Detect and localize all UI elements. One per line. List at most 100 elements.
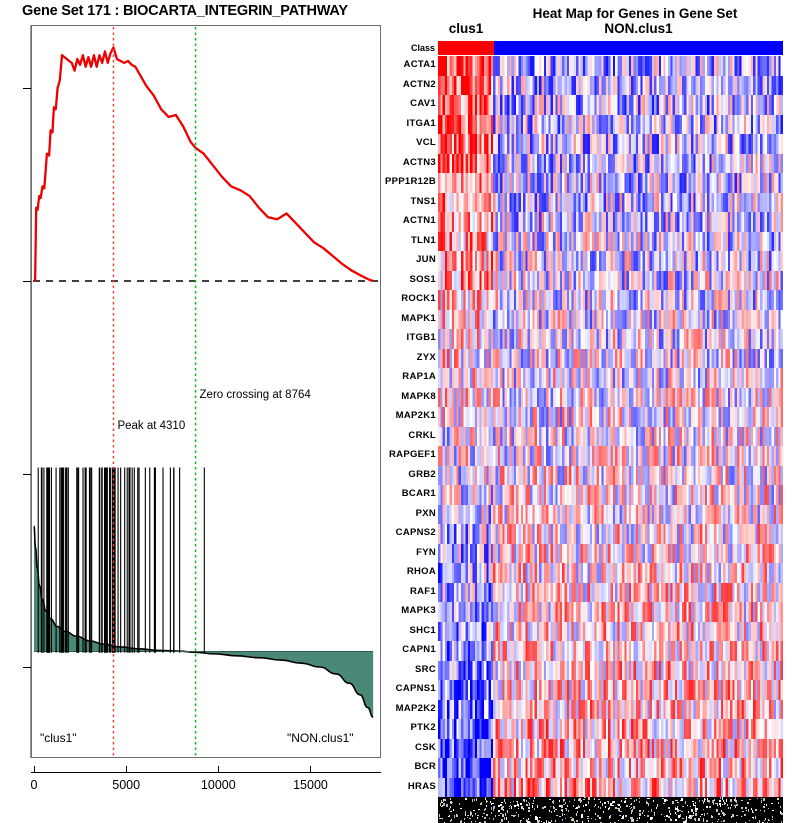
- heatmap-row-strip: [438, 621, 783, 641]
- x-axis-tick: [218, 766, 219, 773]
- x-axis-tick: [34, 766, 35, 773]
- heatmap-row-strip: [438, 270, 783, 290]
- heatmap-gene-row: SOS1: [409, 270, 783, 290]
- heatmap-gene-row: PPP1R12B: [385, 173, 783, 193]
- gene-name-label: PTK2: [410, 722, 436, 733]
- heatmap-gene-row: ACTN1: [403, 212, 783, 232]
- gene-name-label: PPP1R12B: [385, 176, 436, 187]
- gsea-enrichment-figure: Gene Set 171 : BIOCARTA_INTEGRIN_PATHWAY…: [0, 0, 783, 823]
- y-axis-tick: [23, 474, 31, 475]
- heatmap-row-strip: [438, 719, 783, 739]
- heatmap-gene-row: PXN: [416, 504, 783, 524]
- x-axis-tick: [310, 766, 311, 773]
- gene-name-label: TNS1: [410, 195, 436, 207]
- heatmap-row-strip: [438, 504, 783, 524]
- heatmap-gene-row: SHC1: [409, 621, 783, 641]
- gene-name-label: FYN: [416, 546, 436, 558]
- heatmap-row-strip: [438, 563, 783, 583]
- heatmap-row-strip: [438, 641, 783, 661]
- gene-name-label: CSK: [415, 741, 436, 753]
- x-axis-tick: [126, 766, 127, 773]
- heatmap-row-strip: [438, 153, 783, 173]
- gene-name-label: GRB2: [408, 468, 436, 480]
- gene-name-label: BCAR1: [401, 488, 436, 499]
- gene-name-label: ACTN1: [402, 215, 436, 226]
- heatmap-gene-row: RHOA: [407, 563, 783, 583]
- heatmap-gene-row: MAP2K2: [396, 699, 783, 719]
- gene-name-label: SRC: [415, 663, 436, 675]
- heatmap-row-strip: [438, 738, 783, 758]
- x-axis-tick-label: 0: [30, 778, 38, 792]
- class-label-non-clus1: NON.clus1: [604, 21, 673, 36]
- heatmap-gene-row: RAF1: [410, 582, 783, 602]
- heatmap-gene-row: CSK: [415, 738, 783, 758]
- annotation-zero-crossing: Zero crossing at 8764: [199, 389, 311, 401]
- page-title: Gene Set 171 : BIOCARTA_INTEGRIN_PATHWAY: [22, 3, 348, 19]
- heatmap-row-strip: [438, 231, 783, 251]
- heatmap-title: Heat Map for Genes in Gene Set: [532, 6, 738, 21]
- heatmap-gene-row: MAPK8: [401, 387, 783, 407]
- heatmap-gene-row: BCR: [415, 758, 783, 778]
- y-axis-tick: [23, 88, 31, 89]
- class-segment-clus1: [438, 41, 494, 55]
- gene-name-label: BCR: [414, 761, 436, 772]
- heatmap-row-strip: [438, 602, 783, 622]
- heatmap-row-strip: [438, 758, 783, 778]
- heatmap-row-strip: [438, 56, 783, 76]
- heatmap-row-strip: [438, 426, 783, 446]
- heatmap-gene-row: SRC: [415, 660, 783, 680]
- heatmap-row-strip: [438, 407, 783, 427]
- heatmap-gene-rows: ACTA1 ACTN2 CAV1 ITGA1 VCL ACTN3 PPP1R12B TNS1 A…: [385, 56, 783, 797]
- gene-name-label: MAP2K1: [395, 410, 436, 421]
- heatmap-gene-row: CAPNS1: [396, 680, 783, 700]
- sample-name-strip: [438, 797, 783, 823]
- gene-name-label: CAPN1: [402, 644, 436, 655]
- heatmap-gene-row: VCL: [416, 134, 783, 154]
- heatmap-gene-row: ROCK1: [401, 290, 783, 310]
- heatmap-row-strip: [438, 173, 783, 193]
- heatmap-gene-row: ACTN3: [403, 153, 783, 173]
- x-axis-tick-label: 15000: [293, 778, 328, 792]
- gene-name-label: RAP1A: [402, 371, 436, 382]
- enrichment-plot-panel: Gene Set 171 : BIOCARTA_INTEGRIN_PATHWAY…: [0, 0, 390, 800]
- gene-name-label: HRAS: [407, 780, 436, 792]
- class-label-clus1: clus1: [448, 21, 484, 36]
- gene-name-label: SOS1: [409, 273, 436, 285]
- heatmap-row-strip: [438, 290, 783, 310]
- heatmap-row-strip: [438, 251, 783, 271]
- gene-name-label: MAPK8: [401, 390, 436, 402]
- heatmap-row-strip: [438, 387, 783, 407]
- heatmap-row-strip: [438, 465, 783, 485]
- heatmap-row-strip: [438, 485, 783, 505]
- heatmap-gene-row: HRAS: [408, 777, 783, 797]
- annotation-peak: Peak at 4310: [117, 420, 186, 432]
- enrichment-score-curve: [33, 46, 374, 283]
- heatmap-gene-row: TLN1: [411, 231, 783, 251]
- gene-name-label: MAPK1: [401, 312, 436, 324]
- heatmap-gene-row: CAPNS2: [396, 524, 783, 544]
- heatmap-gene-row: ZYX: [417, 348, 783, 368]
- gene-name-label: CAV1: [410, 98, 436, 109]
- gene-name-label: MAPK3: [401, 605, 436, 616]
- heatmap-row-strip: [438, 212, 783, 232]
- heatmap-row-strip: [438, 348, 783, 368]
- gene-name-label: MAP2K2: [395, 702, 436, 714]
- plot-canvas: [33, 27, 378, 756]
- heatmap-gene-row: MAP2K1: [396, 407, 783, 427]
- x-axis-tick-label: 5000: [112, 778, 141, 792]
- x-axis-line: [31, 772, 381, 773]
- heatmap-gene-row: CAPN1: [402, 641, 783, 661]
- heatmap-row-strip: [438, 777, 783, 797]
- heatmap-gene-row: ACTA1: [404, 56, 783, 76]
- heatmap-gene-row: CAV1: [410, 95, 783, 115]
- heatmap-row-strip: [438, 75, 783, 95]
- gene-name-label: ACTN2: [402, 78, 436, 90]
- heatmap-gene-row: ACTN2: [403, 75, 783, 95]
- heatmap-row-strip: [438, 543, 783, 563]
- heatmap-gene-row: MAPK3: [401, 602, 783, 622]
- class-row-label: Class: [410, 43, 435, 53]
- gene-name-label: CAPNS1: [395, 683, 436, 694]
- heatmap-gene-row: BCAR1: [402, 485, 783, 505]
- gene-name-label: ACTA1: [403, 59, 436, 70]
- gene-name-label: ITGA1: [406, 117, 436, 129]
